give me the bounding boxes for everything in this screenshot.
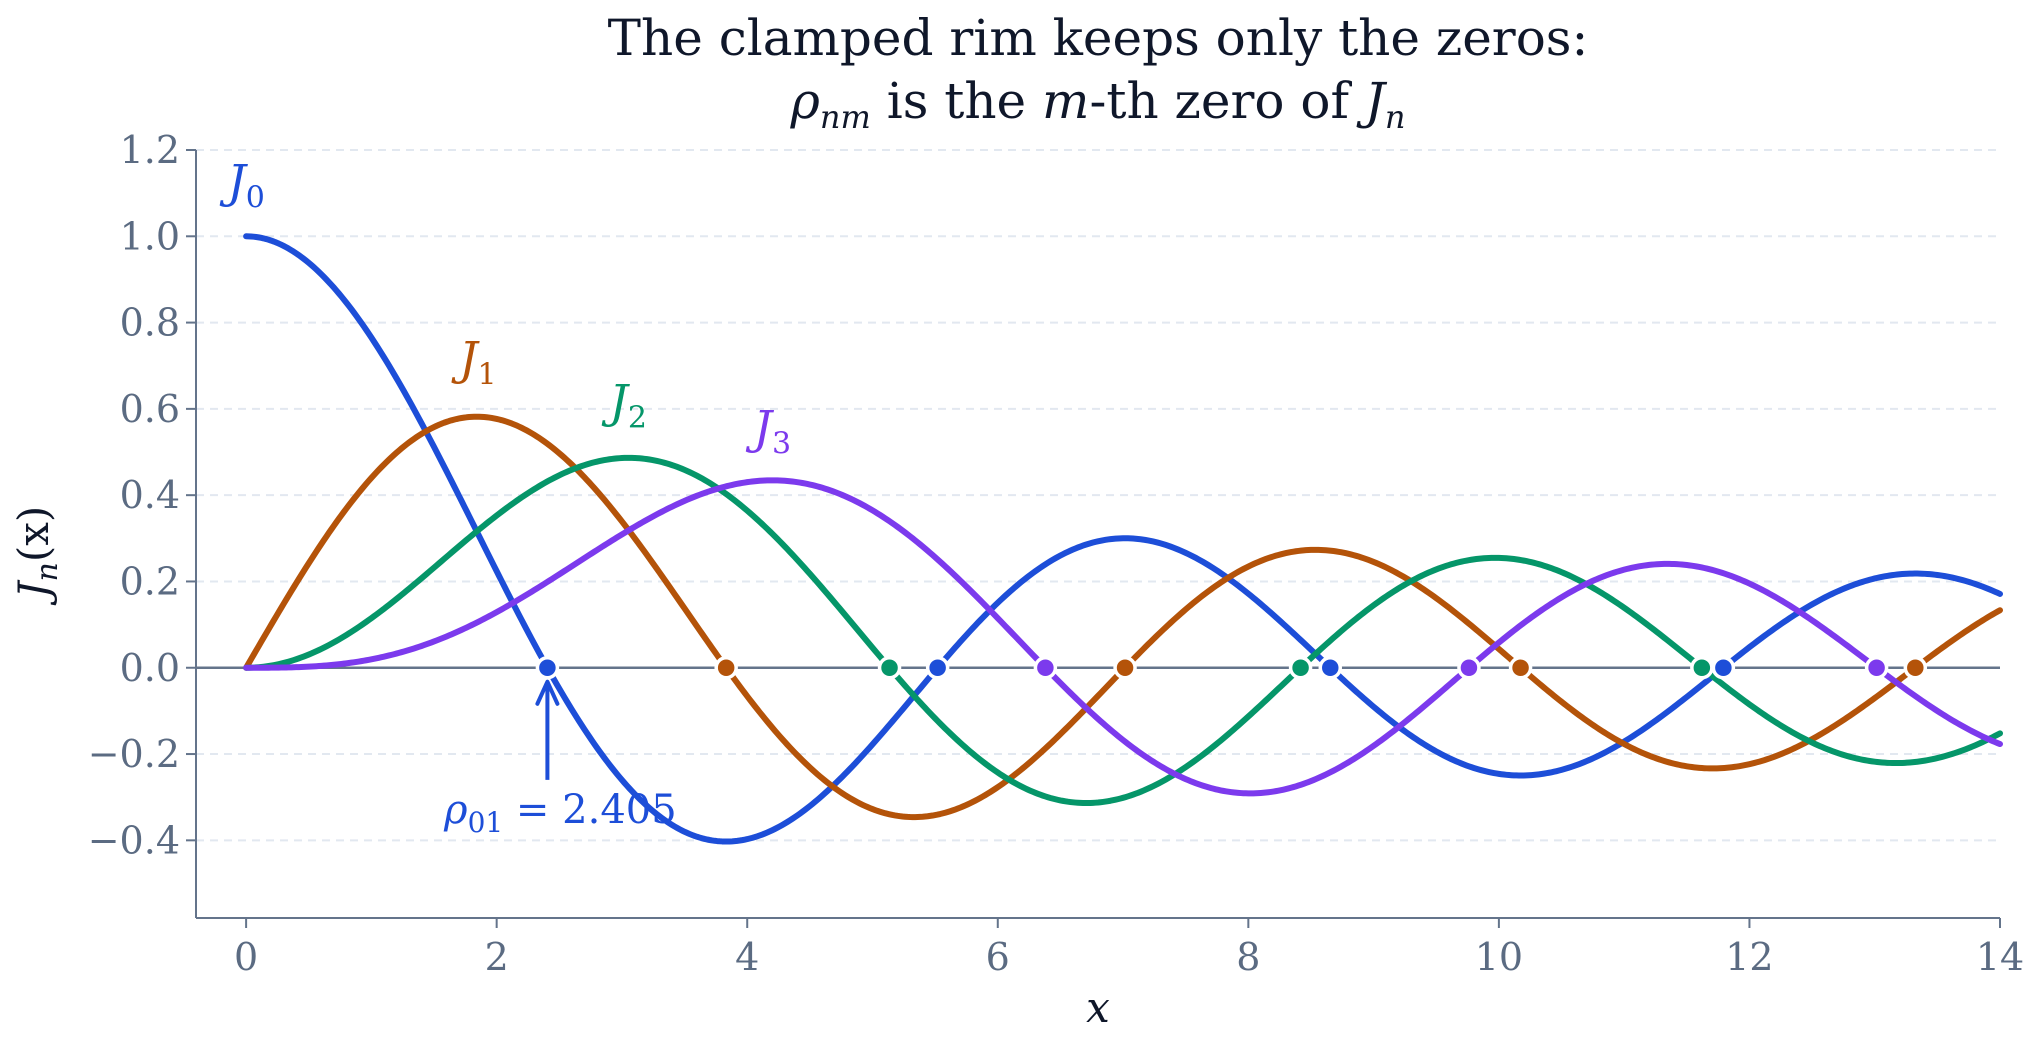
series-J1: [243, 413, 2003, 821]
series-J3: [243, 477, 2003, 797]
chart-title-line2: ρnm is the m-th zero of Jn: [789, 72, 1405, 136]
zero-point-J2: [1690, 656, 1714, 680]
annotation: ρ01 = 2.405: [443, 679, 677, 839]
chart-title-line1: The clamped rim keeps only the zeros:: [608, 9, 1589, 67]
zero-point-J0: [1711, 656, 1736, 680]
series-label-J2: J2: [601, 375, 647, 436]
zero-point-J3: [1864, 656, 1889, 680]
annotation-label: ρ01 = 2.405: [443, 787, 677, 839]
x-tick-label: 8: [1236, 935, 1260, 979]
x-tick-label: 4: [735, 935, 759, 979]
y-tick-label: 0.6: [120, 387, 180, 431]
y-tick-label: 1.0: [120, 214, 180, 258]
x-tick-label: 6: [986, 935, 1010, 979]
y-tick-label: 0.4: [120, 473, 180, 517]
x-tick-label: 14: [1976, 935, 2024, 979]
zero-markers: [535, 656, 1928, 680]
x-ticks: 0 2 4 6 8 10 12 14: [234, 918, 2024, 979]
y-tick-label: −0.2: [88, 732, 180, 776]
series-label-J1: J1: [451, 331, 497, 392]
y-tick-label: −0.4: [88, 818, 180, 862]
x-axis-label: x: [1086, 983, 1110, 1032]
series-curves: [243, 233, 2003, 845]
series-J2: [243, 454, 2003, 807]
y-tick-label: 0.8: [120, 301, 180, 345]
zero-point-J0: [1318, 656, 1343, 680]
zero-point-J1: [1508, 656, 1533, 680]
x-tick-label: 10: [1475, 935, 1523, 979]
zero-point-J0: [925, 656, 950, 680]
x-tick-label: 0: [234, 935, 258, 979]
y-tick-label: 1.2: [120, 128, 180, 172]
chart-title: The clamped rim keeps only the zeros: ρn…: [608, 9, 1589, 136]
y-tick-label: 0.0: [120, 646, 180, 690]
y-ticks: −0.4 −0.2 0.0 0.2 0.4 0.6 0.8 1.0 1.2: [88, 128, 196, 862]
zero-point-J3: [1457, 656, 1481, 680]
y-axis-label: Jn(x): [9, 506, 65, 607]
zero-point-J1: [714, 656, 738, 680]
y-tick-label: 0.2: [120, 559, 180, 603]
grid: [196, 149, 2000, 842]
zero-point-J1: [1113, 656, 1137, 680]
zero-point-J1: [1903, 656, 1928, 680]
series-label-J0: J0: [219, 154, 265, 215]
x-tick-label: 2: [485, 935, 509, 979]
annotation-arrow-head: [535, 679, 560, 706]
series-J0: [243, 233, 2003, 845]
zero-point-J3: [1033, 656, 1058, 680]
zero-point-J2: [877, 656, 902, 680]
x-tick-label: 12: [1725, 935, 1773, 979]
zero-point-J2: [1288, 656, 1313, 680]
zero-point-J0: [535, 656, 560, 680]
